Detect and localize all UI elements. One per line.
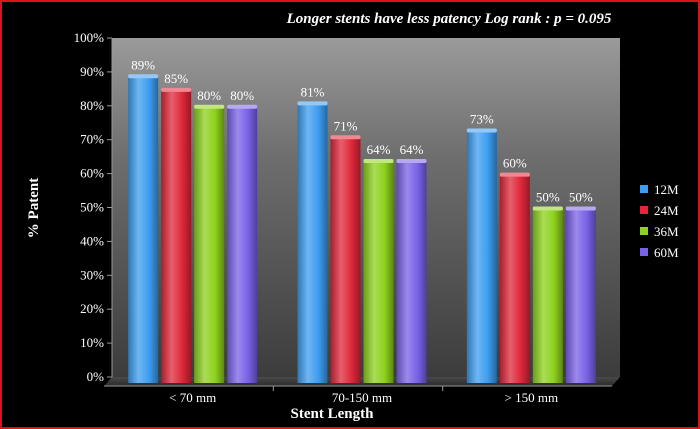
y-tick-label: 80% xyxy=(80,98,104,113)
bar-cap-24M-0 xyxy=(161,87,192,92)
legend-label-60M: 60M xyxy=(654,245,679,260)
y-tick-label: 50% xyxy=(80,200,104,215)
legend-label-12M: 12M xyxy=(654,182,679,197)
bar-24M-0 xyxy=(161,90,192,383)
y-tick-label: 20% xyxy=(80,301,104,316)
bar-60M-0 xyxy=(227,107,258,384)
legend-swatch-24M xyxy=(640,206,648,214)
y-tick-label: 60% xyxy=(80,166,104,181)
x-axis-title: Stent Length xyxy=(291,406,375,422)
data-label-36M-2: 50% xyxy=(536,190,560,205)
bar-24M-2 xyxy=(499,175,530,383)
data-label-60M-1: 64% xyxy=(400,142,424,157)
y-tick-label: 40% xyxy=(80,233,104,248)
y-tick-label: 10% xyxy=(80,335,104,350)
bar-cap-36M-0 xyxy=(194,104,225,109)
bar-12M-1 xyxy=(297,104,328,383)
x-tick-label: 70-150 mm xyxy=(332,390,392,405)
legend-label-24M: 24M xyxy=(654,203,679,218)
y-tick-label: 0% xyxy=(87,369,105,384)
bar-12M-2 xyxy=(466,131,497,383)
axes: 0% 10% 20% 30% 40% 50% 60% 70% 80% 90% 100% < 70 mm… xyxy=(74,30,612,405)
bar-cap-24M-1 xyxy=(330,135,361,140)
bar-60M-1 xyxy=(396,162,427,383)
legend: 12M 24M 36M 60M xyxy=(640,182,679,260)
bar-cap-12M-1 xyxy=(297,101,328,106)
bars xyxy=(128,74,596,384)
bar-36M-1 xyxy=(363,162,394,383)
bar-cap-12M-0 xyxy=(128,74,159,79)
legend-label-36M: 36M xyxy=(654,224,679,239)
bar-12M-0 xyxy=(128,77,159,383)
chart-title: Longer stents have less patency Log rank… xyxy=(286,11,612,27)
data-label-36M-1: 64% xyxy=(367,142,391,157)
y-tick-label: 30% xyxy=(80,267,104,282)
y-tick-label: 100% xyxy=(74,30,105,45)
x-tick-label: < 70 mm xyxy=(169,390,216,405)
data-label-12M-0: 89% xyxy=(131,57,155,72)
data-label-60M-0: 80% xyxy=(230,88,254,103)
bar-cap-36M-1 xyxy=(363,159,394,164)
legend-swatch-36M xyxy=(640,227,648,235)
y-tick-label: 70% xyxy=(80,132,104,147)
bar-cap-60M-0 xyxy=(227,104,258,109)
data-label-24M-2: 60% xyxy=(503,156,527,171)
y-tick-label: 90% xyxy=(80,64,104,79)
data-label-36M-0: 80% xyxy=(197,88,221,103)
data-label-12M-2: 73% xyxy=(470,112,494,127)
bar-36M-0 xyxy=(194,107,225,384)
bar-cap-60M-1 xyxy=(396,159,427,164)
bar-cap-36M-2 xyxy=(532,206,563,211)
bar-60M-2 xyxy=(565,209,596,383)
y-axis-title: % Patent xyxy=(26,178,42,238)
bar-cap-24M-2 xyxy=(499,172,530,177)
data-label-12M-1: 81% xyxy=(301,84,325,99)
data-labels: 89% 85% 80% 80% 81% 71% 64% 64% 73% 60% 50% 50% xyxy=(131,57,593,204)
bar-cap-60M-2 xyxy=(565,206,596,211)
bar-36M-2 xyxy=(532,209,563,383)
bar-cap-12M-2 xyxy=(466,128,497,133)
data-label-60M-2: 50% xyxy=(569,190,593,205)
data-label-24M-0: 85% xyxy=(164,71,188,86)
legend-swatch-60M xyxy=(640,248,648,256)
x-tick-label: > 150 mm xyxy=(505,390,559,405)
bar-24M-1 xyxy=(330,138,361,383)
data-label-24M-1: 71% xyxy=(334,118,358,133)
legend-swatch-12M xyxy=(640,185,648,193)
